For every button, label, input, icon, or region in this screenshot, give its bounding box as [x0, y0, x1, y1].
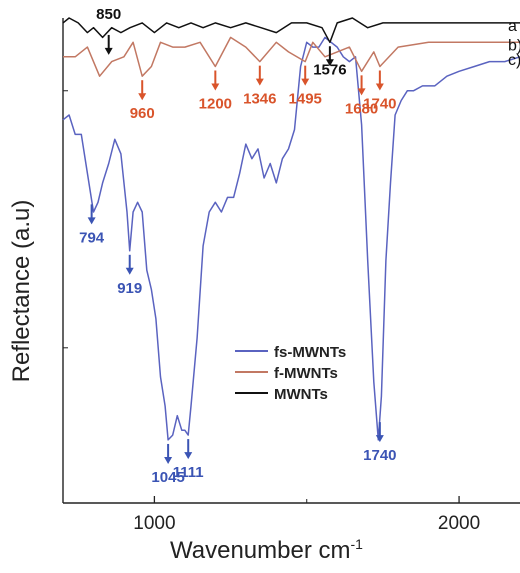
axes: 1000 2000 [62, 18, 520, 534]
annotation-label: 1680 [345, 100, 378, 117]
annotation-label: 1045 [151, 469, 184, 486]
annotation-label: 919 [117, 280, 142, 297]
panel-label: b) [508, 37, 520, 54]
series-lines: c)b) a [62, 17, 520, 441]
annotation-arrow-head [184, 452, 193, 460]
y-axis-label: Reflectance (a.u) [8, 199, 35, 383]
annotation-arrow-head [138, 93, 147, 101]
annotation-arrow-head [87, 217, 96, 225]
annotation-arrow-head [164, 456, 173, 464]
annotation-label: 794 [79, 229, 105, 246]
annotation-arrow-head [255, 78, 264, 86]
x-axis-label: Wavenumber cm-1 [170, 536, 363, 565]
legend-label: fs-MWNTs [274, 344, 346, 361]
annotation-label: 960 [130, 105, 155, 122]
panel-label: a [508, 18, 517, 35]
panel-label: c) [508, 52, 520, 69]
annotation-arrow-head [104, 47, 113, 55]
annotation-label: 1200 [199, 96, 232, 113]
annotation-label: 1740 [363, 96, 396, 113]
x-axis-label-text: Wavenumber cm [170, 537, 351, 564]
annotation-label: 1576 [313, 61, 346, 78]
annotation-arrow-head [375, 83, 384, 91]
legend-label: MWNTs [274, 386, 328, 403]
series-line-fs-MWNTs [62, 36, 520, 441]
legend: fs-MWNTs f-MWNTs MWNTs [235, 344, 346, 403]
series-line-f-MWNTs [63, 36, 520, 77]
annotation-arrow-head [301, 78, 310, 86]
annotation-label: 1111 [173, 464, 204, 481]
annotation-label: 850 [96, 6, 121, 23]
annotation-label: 1346 [243, 91, 276, 108]
x-axis-label-superscript: -1 [350, 536, 363, 552]
annotation-arrow-head [211, 83, 220, 91]
annotation-arrow-head [325, 59, 334, 67]
annotation-arrow-head [357, 88, 366, 96]
annotation-label: 1495 [289, 91, 322, 108]
annotation-arrow-head [375, 435, 384, 443]
x-tick-label: 2000 [438, 513, 480, 534]
legend-label: f-MWNTs [274, 365, 338, 382]
annotation-label: 1740 [363, 447, 396, 464]
series-line-MWNTs [62, 17, 520, 44]
annotation-arrow-head [125, 267, 134, 275]
x-tick-label: 1000 [133, 513, 175, 534]
